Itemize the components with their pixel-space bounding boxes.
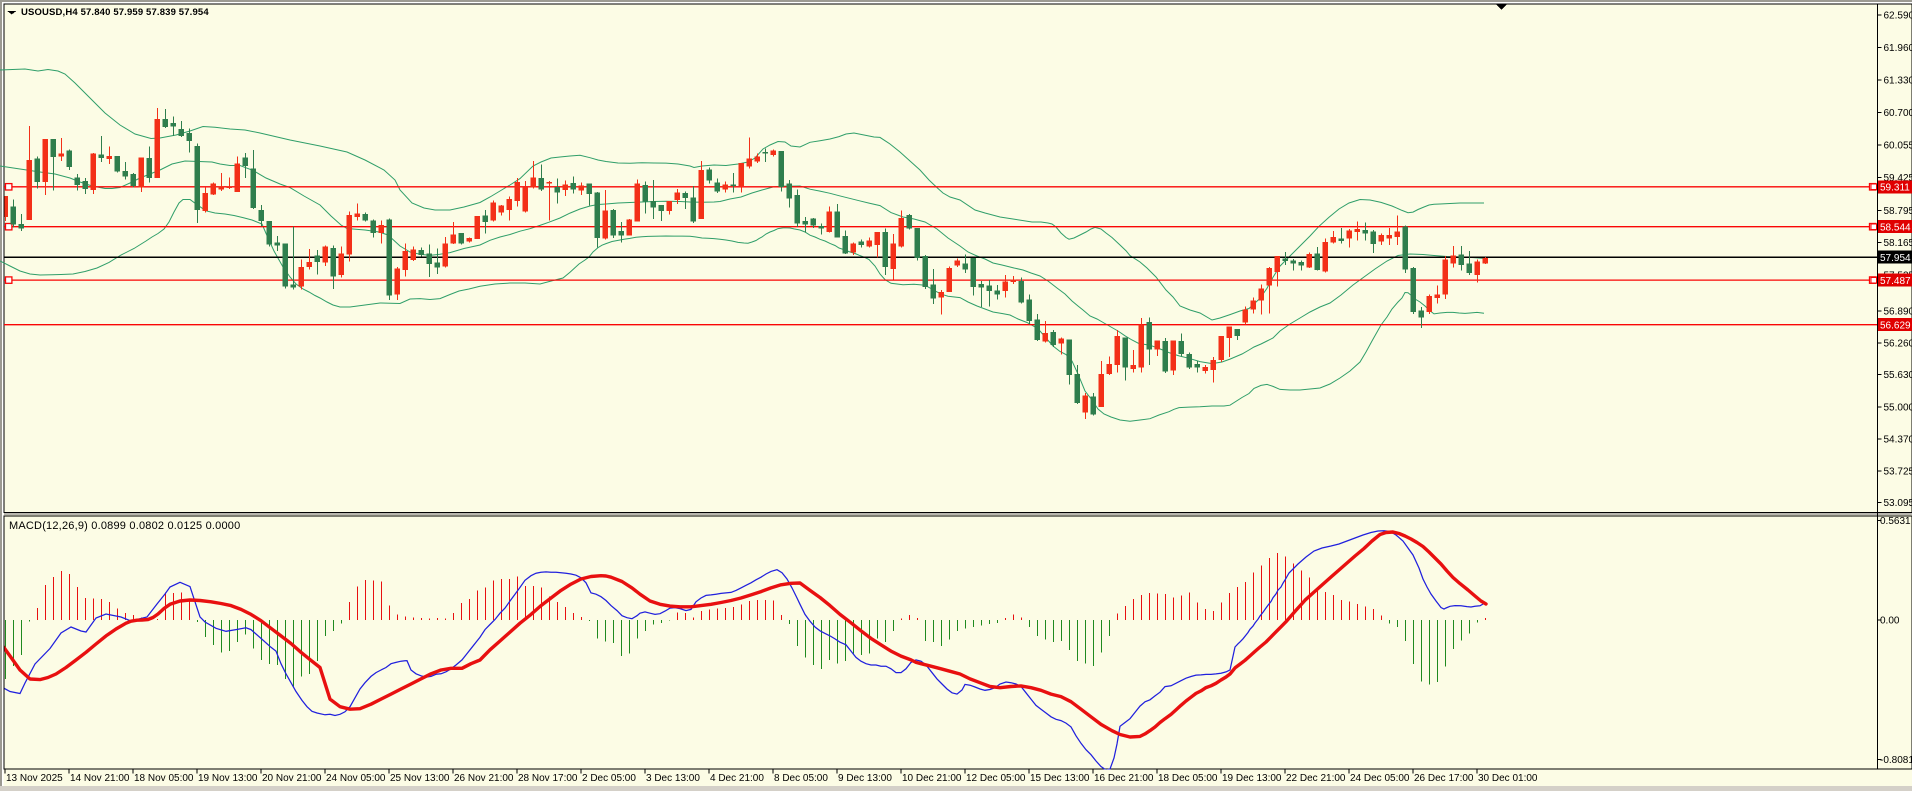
svg-text:53.095: 53.095	[1884, 498, 1912, 509]
svg-text:61.330: 61.330	[1884, 76, 1912, 87]
svg-text:20 Nov 21:00: 20 Nov 21:00	[262, 773, 322, 784]
svg-text:12 Dec 05:00: 12 Dec 05:00	[966, 773, 1026, 784]
svg-text:13 Nov 2025: 13 Nov 2025	[6, 773, 63, 784]
svg-text:22 Dec 21:00: 22 Dec 21:00	[1286, 773, 1346, 784]
svg-text:26 Nov 21:00: 26 Nov 21:00	[454, 773, 514, 784]
svg-text:10 Dec 21:00: 10 Dec 21:00	[902, 773, 962, 784]
svg-text:0.5631: 0.5631	[1880, 516, 1911, 527]
svg-text:58.544: 58.544	[1880, 222, 1911, 233]
svg-text:9 Dec 13:00: 9 Dec 13:00	[838, 773, 892, 784]
svg-text:USOUSD,H4 57.840 57.959 57.83: USOUSD,H4 57.840 57.959 57.839 57.954	[21, 7, 209, 18]
svg-text:60.055: 60.055	[1884, 141, 1912, 152]
svg-text:24 Nov 05:00: 24 Nov 05:00	[326, 773, 386, 784]
svg-text:56.629: 56.629	[1880, 320, 1911, 331]
svg-text:57.954: 57.954	[1880, 253, 1911, 264]
svg-text:26 Dec 17:00: 26 Dec 17:00	[1414, 773, 1474, 784]
svg-text:-0.8081: -0.8081	[1880, 755, 1912, 766]
svg-text:25 Nov 13:00: 25 Nov 13:00	[390, 773, 450, 784]
svg-text:55.000: 55.000	[1884, 403, 1912, 414]
svg-text:30 Dec 01:00: 30 Dec 01:00	[1478, 773, 1538, 784]
svg-text:54.370: 54.370	[1884, 435, 1912, 446]
svg-text:28 Nov 17:00: 28 Nov 17:00	[518, 773, 578, 784]
svg-text:3 Dec 13:00: 3 Dec 13:00	[646, 773, 700, 784]
svg-text:2 Dec 05:00: 2 Dec 05:00	[582, 773, 636, 784]
svg-text:24 Dec 05:00: 24 Dec 05:00	[1350, 773, 1410, 784]
svg-text:59.311: 59.311	[1880, 183, 1910, 194]
svg-text:8 Dec 05:00: 8 Dec 05:00	[774, 773, 828, 784]
svg-text:56.890: 56.890	[1884, 307, 1912, 318]
svg-text:19 Dec 13:00: 19 Dec 13:00	[1222, 773, 1282, 784]
svg-text:MACD(12,26,9) 0.0899 0.0802 0.: MACD(12,26,9) 0.0899 0.0802 0.0125 0.000…	[9, 520, 240, 532]
svg-text:58.795: 58.795	[1884, 206, 1912, 217]
svg-text:61.960: 61.960	[1884, 43, 1912, 54]
svg-text:15 Dec 13:00: 15 Dec 13:00	[1030, 773, 1090, 784]
svg-text:56.260: 56.260	[1884, 339, 1912, 350]
svg-text:55.630: 55.630	[1884, 370, 1912, 381]
svg-text:62.590: 62.590	[1884, 11, 1912, 22]
svg-text:58.165: 58.165	[1884, 238, 1912, 249]
svg-text:19 Nov 13:00: 19 Nov 13:00	[198, 773, 258, 784]
svg-text:0.00: 0.00	[1880, 616, 1900, 627]
svg-text:18 Nov 05:00: 18 Nov 05:00	[134, 773, 194, 784]
svg-text:57.487: 57.487	[1880, 276, 1911, 287]
svg-text:4 Dec 21:00: 4 Dec 21:00	[710, 773, 764, 784]
svg-text:16 Dec 21:00: 16 Dec 21:00	[1094, 773, 1154, 784]
svg-text:53.725: 53.725	[1884, 466, 1912, 477]
svg-text:60.700: 60.700	[1884, 108, 1912, 119]
svg-text:14 Nov 21:00: 14 Nov 21:00	[70, 773, 130, 784]
svg-text:18 Dec 05:00: 18 Dec 05:00	[1158, 773, 1218, 784]
